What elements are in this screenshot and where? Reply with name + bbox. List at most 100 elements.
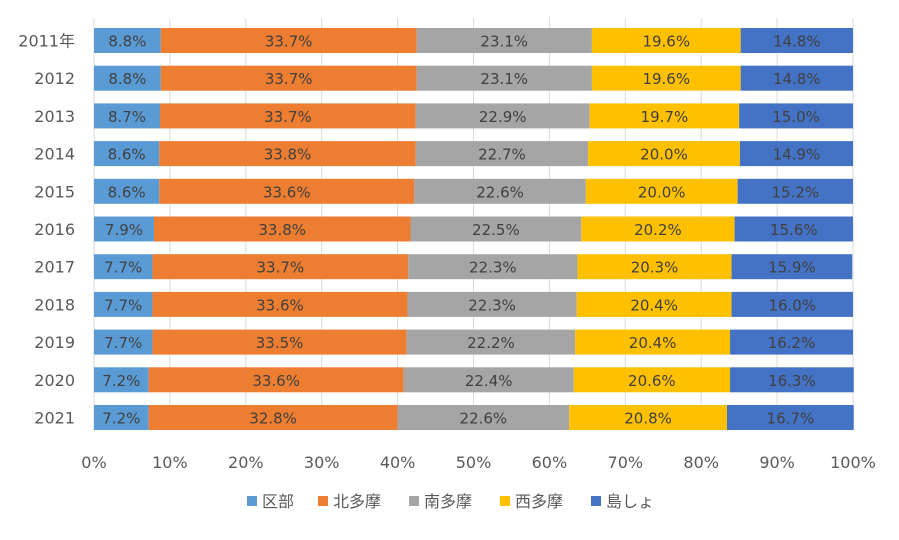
data-label: 15.2% [771, 183, 819, 201]
category-label: 2019 [34, 333, 75, 352]
bar-segment [589, 103, 740, 129]
x-tick-label: 60% [532, 453, 568, 472]
data-label: 16.0% [768, 296, 816, 314]
bar-segment [573, 367, 731, 393]
x-tick-label: 0% [81, 453, 106, 472]
bar-segment [410, 216, 582, 242]
bar-segment [148, 367, 404, 393]
bar-segment [94, 103, 161, 129]
bar-segment [416, 28, 592, 53]
bar-segment [734, 216, 853, 242]
data-label: 22.7% [478, 146, 526, 164]
x-tick-label: 80% [683, 453, 719, 472]
data-label: 32.8% [249, 410, 297, 428]
data-label: 33.7% [264, 108, 312, 126]
category-label: 2012 [34, 69, 75, 88]
data-label: 7.7% [104, 334, 142, 352]
legend-label: 西多摩 [515, 492, 563, 511]
bar-segment [94, 28, 161, 53]
data-label: 33.7% [265, 33, 313, 51]
bar-segment [160, 65, 417, 91]
bar-segment [159, 178, 415, 204]
bar-segment [591, 65, 741, 91]
data-label: 7.7% [104, 296, 142, 314]
legend-label: 区部 [262, 492, 294, 511]
data-label: 14.8% [773, 33, 821, 51]
category-label: 2014 [34, 145, 75, 164]
bar-segment [152, 254, 409, 280]
data-label: 33.7% [265, 70, 313, 88]
data-label: 33.8% [264, 146, 312, 164]
category-label: 2018 [34, 295, 75, 314]
data-label: 20.0% [640, 146, 688, 164]
data-label: 22.9% [479, 108, 527, 126]
bar-segment [152, 291, 408, 317]
category-label: 2013 [34, 107, 75, 126]
legend-label: 南多摩 [424, 492, 472, 511]
legend: 区部 北多摩 南多摩 西多摩 島しょ [247, 492, 654, 511]
data-label: 7.2% [102, 410, 140, 428]
data-label: 16.3% [768, 372, 816, 390]
data-label: 15.9% [768, 259, 816, 277]
data-labels: 8.8% 33.7% 23.1% 19.6% 14.8% 8.8% 33.7% 23.1% 19… [102, 33, 820, 428]
bar-segment [94, 329, 153, 355]
bar-segment [159, 141, 416, 167]
bar-segment [94, 178, 160, 204]
bar-segment [739, 141, 853, 167]
bar-segment [737, 178, 853, 204]
data-label: 22.2% [467, 334, 515, 352]
category-label: 2016 [34, 220, 75, 239]
bars [94, 28, 854, 430]
bar-segment [576, 291, 732, 317]
bar-segment [727, 405, 854, 430]
x-tick-label: 40% [380, 453, 416, 472]
legend-swatch [247, 496, 257, 506]
data-label: 19.6% [642, 33, 690, 51]
data-label: 8.6% [108, 146, 146, 164]
bar-segment [416, 65, 592, 91]
bar-segment [403, 367, 574, 393]
category-label: 2011年 [18, 32, 75, 51]
data-label: 8.8% [108, 33, 146, 51]
bar-segment [406, 329, 576, 355]
bar-segment [740, 65, 853, 91]
x-tick-label: 70% [608, 453, 644, 472]
bar-segment [585, 178, 738, 204]
category-label: 2017 [34, 258, 75, 277]
bar-segment [740, 28, 853, 53]
bar-segment [397, 405, 570, 430]
data-label: 22.3% [469, 259, 517, 277]
data-label: 19.7% [641, 108, 689, 126]
bar-segment [577, 254, 732, 280]
bar-segment [731, 254, 853, 280]
data-label: 20.4% [629, 334, 677, 352]
x-tick-label: 50% [456, 453, 492, 472]
bar-segment [414, 178, 586, 204]
bar-segment [581, 216, 735, 242]
bar-segment [94, 367, 149, 393]
data-label: 15.0% [772, 108, 820, 126]
bar-segment [415, 103, 590, 129]
data-label: 22.3% [468, 296, 516, 314]
category-label: 2021 [34, 409, 75, 428]
data-label: 33.6% [263, 183, 311, 201]
bar-segment [591, 28, 741, 53]
legend-swatch [318, 496, 328, 506]
bar-segment [407, 291, 577, 317]
bar-segment [153, 216, 411, 242]
data-label: 20.2% [634, 221, 682, 239]
data-label: 33.5% [256, 334, 304, 352]
data-label: 19.6% [642, 70, 690, 88]
data-label: 23.1% [480, 70, 528, 88]
x-tick-label: 30% [304, 453, 340, 472]
legend-swatch [591, 496, 601, 506]
x-tick-label: 90% [759, 453, 795, 472]
data-label: 22.6% [476, 183, 524, 201]
bar-segment [415, 141, 589, 167]
bar-segment [730, 367, 854, 393]
category-label: 2020 [34, 371, 75, 390]
bar-segment [152, 329, 407, 355]
value-axis-labels: 0% 10% 20% 30% 40% 50% 60% 70% 80% 90% 100% [81, 453, 876, 472]
data-label: 15.6% [770, 221, 818, 239]
